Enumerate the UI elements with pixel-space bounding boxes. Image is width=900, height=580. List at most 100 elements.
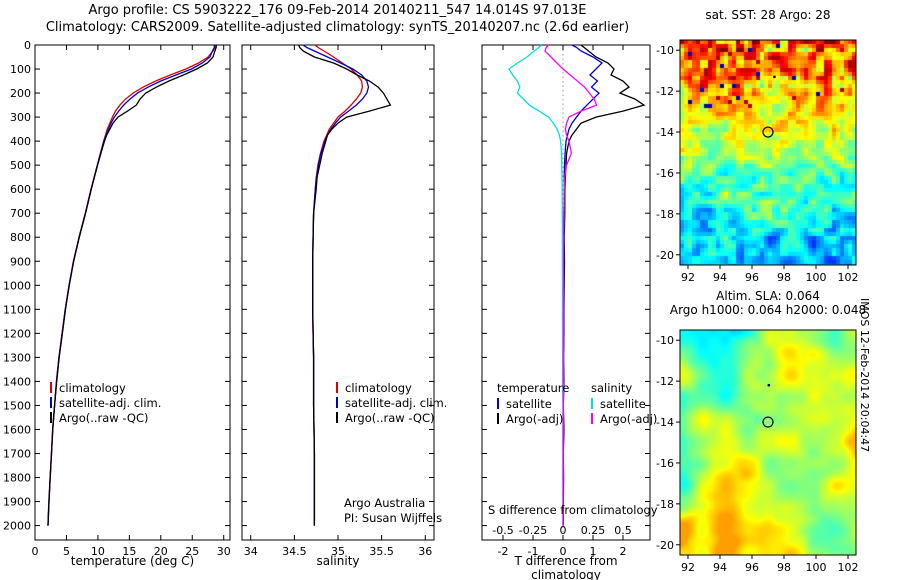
map-box: [679, 329, 857, 556]
s-tick-label: -0.5: [492, 524, 513, 537]
argo-location-marker: [762, 126, 774, 138]
tick-label: 100: [10, 63, 31, 76]
legend-header: salinity: [591, 381, 633, 395]
tick-label: -12: [656, 85, 674, 98]
s-tick-label: 0.25: [581, 524, 606, 537]
legend-swatch: [336, 397, 338, 408]
tick-label: 300: [10, 111, 31, 124]
legend-item: Argo(..raw -QC): [336, 411, 447, 426]
tick-label: 0: [560, 545, 567, 558]
tick-label: 1500: [3, 399, 31, 412]
tick-label: 2000: [3, 520, 31, 533]
tick-label: 1900: [3, 496, 31, 509]
sdiff-axis-label: S difference from climatology: [488, 503, 658, 517]
tick-label: 25: [185, 545, 199, 558]
tick-label: 1600: [3, 423, 31, 436]
tick-label: 100: [806, 271, 827, 284]
temperature-axis-label: temperature (deg C): [70, 554, 195, 568]
legend-item: Argo(..raw -QC): [50, 411, 161, 426]
tick-label: -16: [656, 167, 674, 180]
tick-label: 1: [590, 545, 597, 558]
tick-label: 98: [777, 271, 791, 284]
sst-map-image: [680, 40, 856, 265]
map-dot: [767, 383, 771, 387]
legend-label: Argo(..raw -QC): [59, 411, 149, 425]
legend-swatch: [497, 413, 499, 424]
legend-label: Argo(-adj): [506, 412, 564, 426]
tick-label: -12: [656, 375, 674, 388]
tick-label: -20: [656, 249, 674, 262]
tick-label: 36: [418, 545, 432, 558]
legend-swatch: [336, 412, 338, 423]
tick-label: 2: [620, 545, 627, 558]
panel-box: [34, 44, 231, 541]
legend-item: climatology: [336, 381, 447, 396]
tick-label: 92: [681, 561, 695, 574]
legend-swatch: [497, 398, 499, 409]
tick-label: 5: [63, 545, 70, 558]
s-tick-label: 0: [560, 524, 567, 537]
tick-label: 1300: [3, 351, 31, 364]
tick-label: -14: [656, 126, 674, 139]
tick-label: 600: [10, 183, 31, 196]
tick-label: 102: [838, 561, 859, 574]
profile-line-climatology: [47, 44, 217, 526]
legend-swatch: [50, 397, 52, 408]
profile-line-argo-raw-qc-: [298, 44, 392, 526]
tick-label: 20: [154, 545, 168, 558]
legend-item: satellite: [591, 397, 657, 412]
legend: salinity satellite Argo(-adj): [591, 381, 657, 427]
profile-line-s-argo-adj-: [544, 44, 598, 526]
legend-swatch: [591, 413, 593, 424]
salinity-axis-label: salinity: [316, 554, 360, 568]
legend-item: satellite: [497, 397, 569, 412]
tick-label: -10: [656, 334, 674, 347]
tick-label: 1000: [3, 279, 31, 292]
legend-swatch: [50, 412, 52, 423]
note-pi-name: PI: Susan Wijffels: [344, 511, 443, 525]
tick-label: 96: [745, 271, 759, 284]
legend-swatch: [50, 382, 52, 393]
legend-swatch: [591, 398, 593, 409]
profile-line-climatology: [312, 44, 364, 526]
s-tick-label: -0.25: [519, 524, 547, 537]
tick-label: 0: [32, 545, 39, 558]
tick-label: 400: [10, 135, 31, 148]
profile-line-argo-raw-qc-: [47, 45, 217, 526]
tick-label: 94: [713, 271, 727, 284]
legend: climatology satellite-adj. clim. Argo(..ra…: [50, 381, 161, 426]
tick-label: 1400: [3, 375, 31, 388]
profile-line-satellite-adj-clim-: [47, 45, 215, 526]
tick-label: 700: [10, 207, 31, 220]
figure-title-line1: Argo profile: CS 5903222_176 09-Feb-2014…: [88, 3, 587, 18]
tick-label: 35: [331, 545, 345, 558]
tick-label: 0: [24, 39, 31, 52]
tick-label: 92: [681, 271, 695, 284]
profile-line-t-argo-adj-: [562, 44, 646, 526]
map-dot: [773, 75, 776, 79]
tick-label: -1: [528, 545, 539, 558]
tick-label: 1800: [3, 472, 31, 485]
legend-item: satellite-adj. clim.: [336, 396, 447, 411]
tick-label: 500: [10, 159, 31, 172]
sla-map-title-line1: Altim. SLA: 0.064: [716, 289, 820, 303]
tick-label: 200: [10, 87, 31, 100]
map-box: [679, 39, 857, 266]
timestamp-watermark: IMOS 12-Feb-2014 20:04:47: [858, 298, 871, 453]
legend-item: Argo(-adj): [591, 412, 657, 427]
tick-label: -20: [656, 539, 674, 552]
legend-label: satellite-adj. clim.: [59, 396, 162, 410]
sla-map-title-line2: Argo h1000: 0.064 h2000: 0.048: [669, 303, 867, 317]
legend: temperature satellite Argo(-adj): [497, 381, 569, 427]
legend-item: Argo(-adj): [497, 412, 569, 427]
tick-label: 100: [806, 561, 827, 574]
tick-label: 34.5: [282, 545, 307, 558]
tick-label: -14: [656, 416, 674, 429]
tick-label: -16: [656, 457, 674, 470]
tdiff-axis-label: T difference from climatology: [514, 554, 618, 580]
note-argo-australia: Argo Australia: [344, 496, 426, 510]
tick-label: 1700: [3, 447, 31, 460]
argo-location-marker: [762, 416, 774, 428]
tick-label: -18: [656, 208, 674, 221]
